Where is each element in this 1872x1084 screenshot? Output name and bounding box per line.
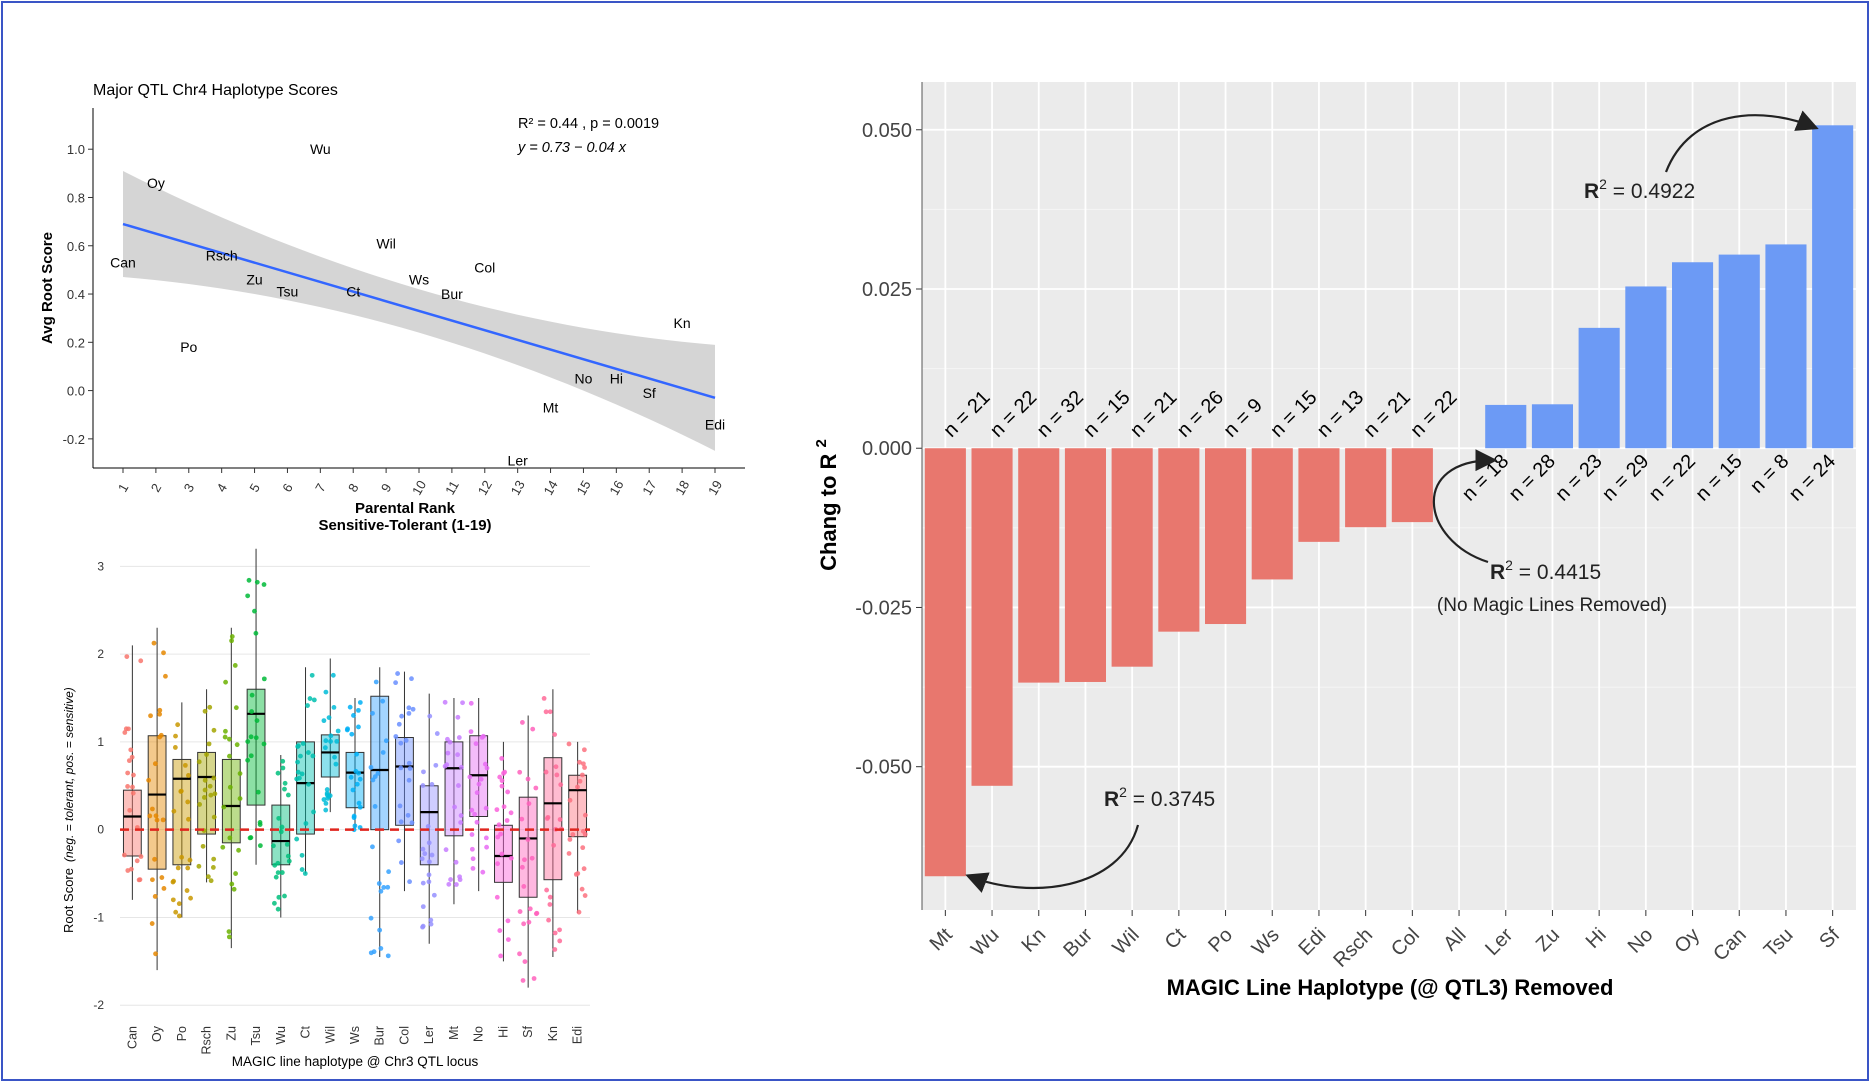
figure-frame <box>1 1 1869 1081</box>
